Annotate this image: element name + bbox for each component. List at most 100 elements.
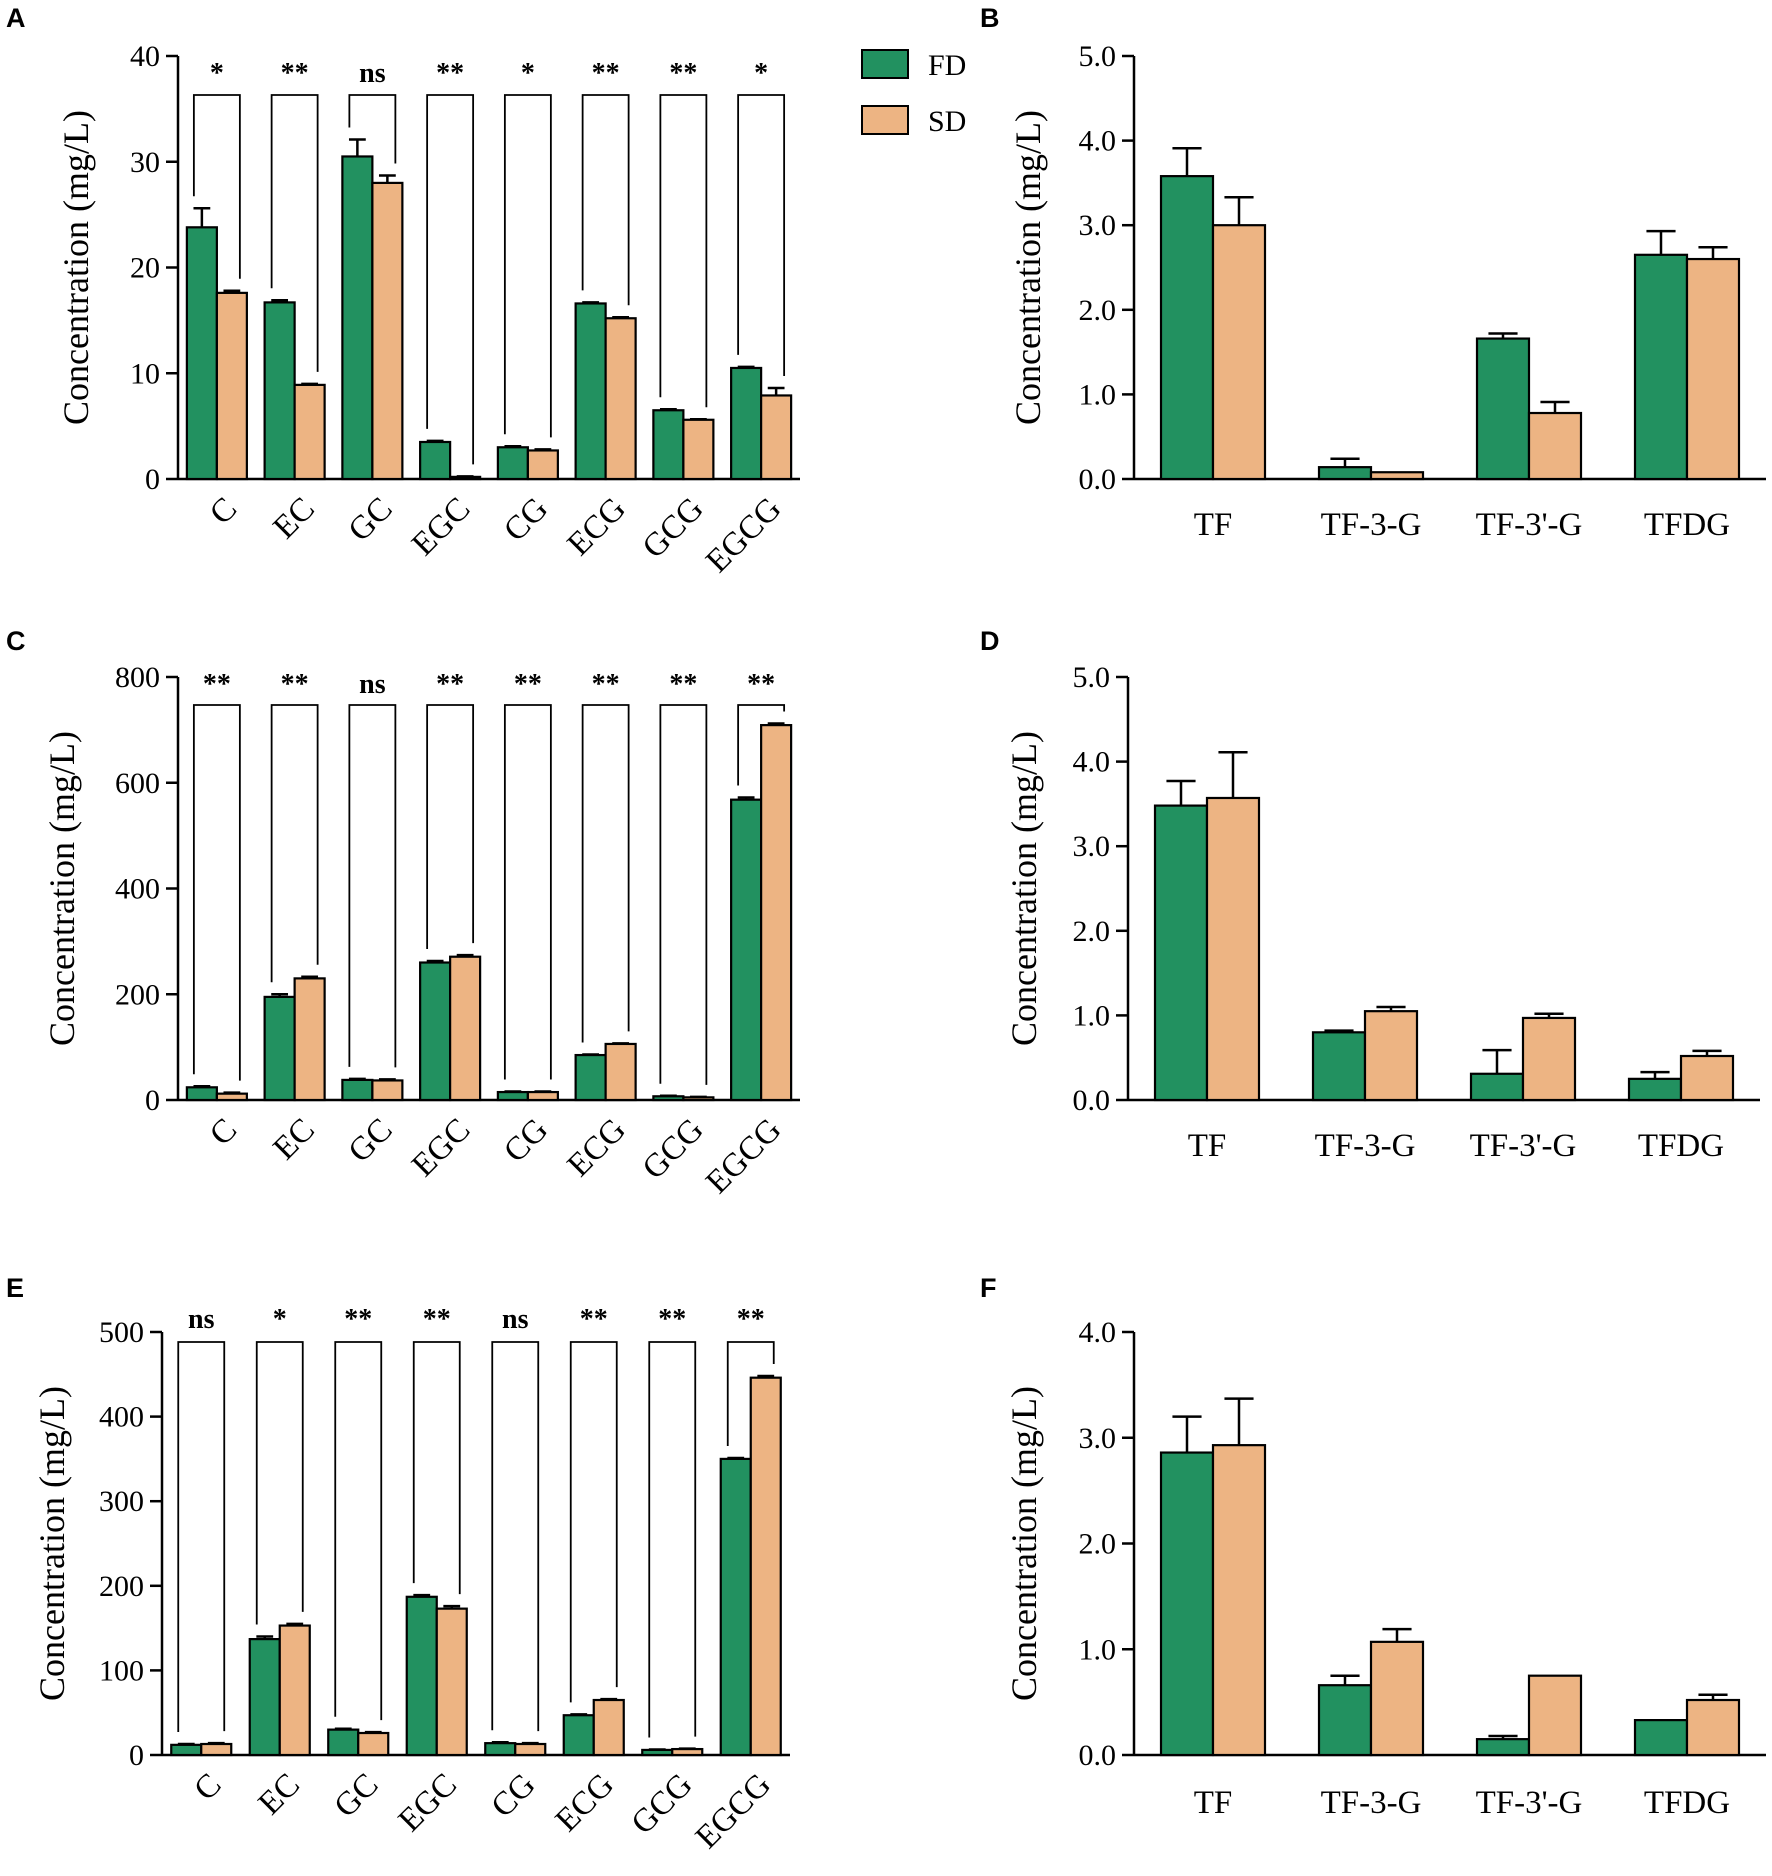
significance-bracket bbox=[581, 704, 630, 1043]
category-label: GC bbox=[342, 1112, 400, 1170]
bar-sd bbox=[1211, 1444, 1267, 1757]
y-tick-label: 4.0 bbox=[1079, 1316, 1117, 1349]
bar-fd bbox=[730, 798, 763, 1102]
bar-sd bbox=[1205, 796, 1261, 1102]
significance-bracket bbox=[270, 94, 319, 372]
y-axis-label: Concentration (mg/L) bbox=[32, 1386, 72, 1701]
significance-bracket bbox=[503, 94, 552, 438]
bar-fd bbox=[1633, 253, 1689, 481]
category-label: C bbox=[203, 1112, 244, 1153]
bar-sd bbox=[1685, 1698, 1741, 1757]
significance-label: * bbox=[273, 1304, 287, 1335]
category-label: EGCG bbox=[699, 491, 788, 580]
significance-label: ** bbox=[580, 1304, 608, 1335]
y-tick-label: 0 bbox=[129, 1739, 144, 1772]
bar-sd bbox=[1369, 1640, 1425, 1757]
y-tick-label: 10 bbox=[130, 357, 160, 390]
bar-sd bbox=[682, 1096, 715, 1102]
category-label: GC bbox=[328, 1767, 386, 1825]
bar-fd bbox=[1317, 466, 1373, 481]
bar-sd bbox=[1211, 224, 1267, 481]
significance-bracket bbox=[726, 1341, 775, 1447]
y-tick-label: 500 bbox=[99, 1316, 144, 1349]
legend-swatch-sd bbox=[861, 105, 909, 135]
significance-bracket bbox=[177, 1341, 226, 1732]
category-label: ECG bbox=[561, 1112, 633, 1184]
y-axis-label: Concentration (mg/L) bbox=[1008, 110, 1048, 425]
category-label: TF-3-G bbox=[1321, 1785, 1422, 1821]
category-label: ECG bbox=[549, 1767, 621, 1839]
y-tick-label: 3.0 bbox=[1073, 830, 1111, 863]
bar-fd bbox=[1475, 337, 1531, 481]
category-label: EC bbox=[267, 491, 322, 546]
bar-sd bbox=[526, 1090, 559, 1102]
y-tick-label: 0.0 bbox=[1073, 1084, 1111, 1117]
bar-sd bbox=[760, 394, 793, 481]
y-tick-label: 40 bbox=[130, 40, 160, 73]
bar-fd bbox=[1153, 804, 1209, 1102]
significance-bracket bbox=[659, 704, 708, 1085]
significance-label: ns bbox=[502, 1304, 529, 1335]
bar-fd bbox=[419, 961, 452, 1102]
category-label: EGC bbox=[405, 491, 477, 563]
category-label: TF-3-G bbox=[1315, 1128, 1416, 1164]
significance-label: ** bbox=[514, 669, 542, 700]
y-axis-label: Concentration (mg/L) bbox=[56, 110, 96, 425]
bar-fd bbox=[341, 1078, 374, 1102]
category-label: EGCG bbox=[699, 1112, 788, 1201]
category-label: TF-3-G bbox=[1321, 507, 1422, 543]
y-tick-label: 1.0 bbox=[1073, 999, 1111, 1032]
bar-sd bbox=[293, 977, 326, 1102]
bar-sd bbox=[215, 291, 248, 481]
significance-bracket bbox=[491, 1341, 540, 1732]
bar-sd bbox=[435, 1607, 468, 1757]
y-tick-label: 200 bbox=[115, 978, 160, 1011]
y-tick-label: 0.0 bbox=[1079, 463, 1117, 496]
bar-fd bbox=[185, 226, 218, 481]
bar-sd bbox=[526, 449, 559, 481]
panel-letter: B bbox=[980, 3, 1000, 33]
significance-bracket bbox=[737, 704, 786, 786]
y-tick-label: 20 bbox=[130, 252, 160, 285]
bar-sd bbox=[215, 1092, 248, 1102]
significance-label: ** bbox=[669, 669, 697, 700]
category-label: CG bbox=[485, 1767, 543, 1825]
chart-panel-c: C 0 200 400 600 800 Concentration (mg/L) C ** EC *… bbox=[6, 626, 800, 1201]
bar-sd bbox=[449, 475, 482, 481]
significance-label: * bbox=[754, 58, 768, 89]
category-label: TF bbox=[1194, 1785, 1233, 1821]
bar-fd bbox=[730, 366, 763, 481]
bar-sd bbox=[357, 1731, 390, 1757]
category-label: TF-3'-G bbox=[1470, 1128, 1577, 1164]
bar-sd bbox=[760, 724, 793, 1102]
category-label: TFDG bbox=[1644, 1785, 1730, 1821]
y-axis-label: Concentration (mg/L) bbox=[42, 731, 82, 1046]
bar-sd bbox=[278, 1624, 311, 1757]
bar-fd bbox=[1159, 175, 1215, 481]
significance-bracket bbox=[581, 94, 630, 306]
significance-bracket bbox=[255, 1341, 304, 1625]
category-label: EC bbox=[267, 1112, 322, 1167]
significance-label: ** bbox=[436, 669, 464, 700]
bar-fd bbox=[1627, 1077, 1683, 1102]
bar-fd bbox=[562, 1714, 595, 1757]
bar-fd bbox=[641, 1748, 674, 1757]
category-label: GC bbox=[342, 491, 400, 549]
bar-sd bbox=[604, 1042, 637, 1102]
bar-fd bbox=[719, 1457, 752, 1757]
significance-bracket bbox=[569, 1341, 618, 1703]
bar-fd bbox=[263, 995, 296, 1102]
significance-bracket bbox=[659, 94, 708, 408]
bar-fd bbox=[652, 1095, 685, 1102]
category-label: ECG bbox=[561, 491, 633, 563]
y-tick-label: 2.0 bbox=[1079, 1528, 1117, 1561]
bar-fd bbox=[327, 1728, 360, 1757]
bar-sd bbox=[514, 1742, 547, 1757]
bar-fd bbox=[1469, 1072, 1525, 1102]
significance-bracket bbox=[737, 94, 786, 377]
significance-label: ** bbox=[423, 1304, 451, 1335]
category-label: TF-3'-G bbox=[1476, 1785, 1583, 1821]
bar-sd bbox=[1685, 257, 1741, 481]
